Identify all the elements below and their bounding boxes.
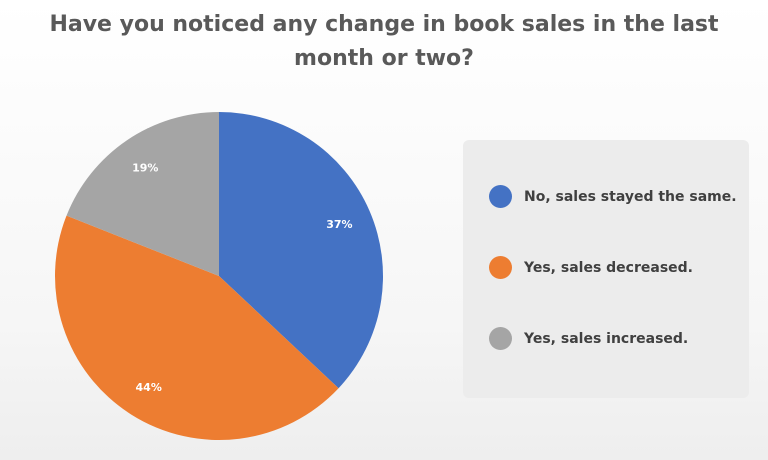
chart-legend: No, sales stayed the same. Yes, sales de…: [463, 140, 749, 398]
legend-label: No, sales stayed the same.: [524, 188, 737, 205]
pie-slice: [219, 112, 383, 389]
pie-data-label: 37%: [326, 218, 352, 231]
pie-data-label: 19%: [132, 161, 158, 174]
legend-label: Yes, sales decreased.: [524, 259, 693, 276]
pie-data-label: 44%: [136, 381, 162, 394]
pie-slice: [55, 215, 339, 440]
legend-item-decreased: Yes, sales decreased.: [489, 256, 693, 279]
chart-title-line-1: Have you noticed any change in book sale…: [49, 12, 719, 37]
legend-marker: [489, 185, 512, 208]
legend-label: Yes, sales increased.: [524, 330, 689, 347]
legend-item-increased: Yes, sales increased.: [489, 327, 688, 350]
legend-item-same: No, sales stayed the same.: [489, 185, 737, 208]
legend-marker: [489, 327, 512, 350]
legend-marker: [489, 256, 512, 279]
chart-title-line-2: month or two?: [294, 46, 474, 71]
pie-slice: [66, 111, 219, 276]
chart-title: Have you noticed any change in book sale…: [0, 8, 768, 76]
